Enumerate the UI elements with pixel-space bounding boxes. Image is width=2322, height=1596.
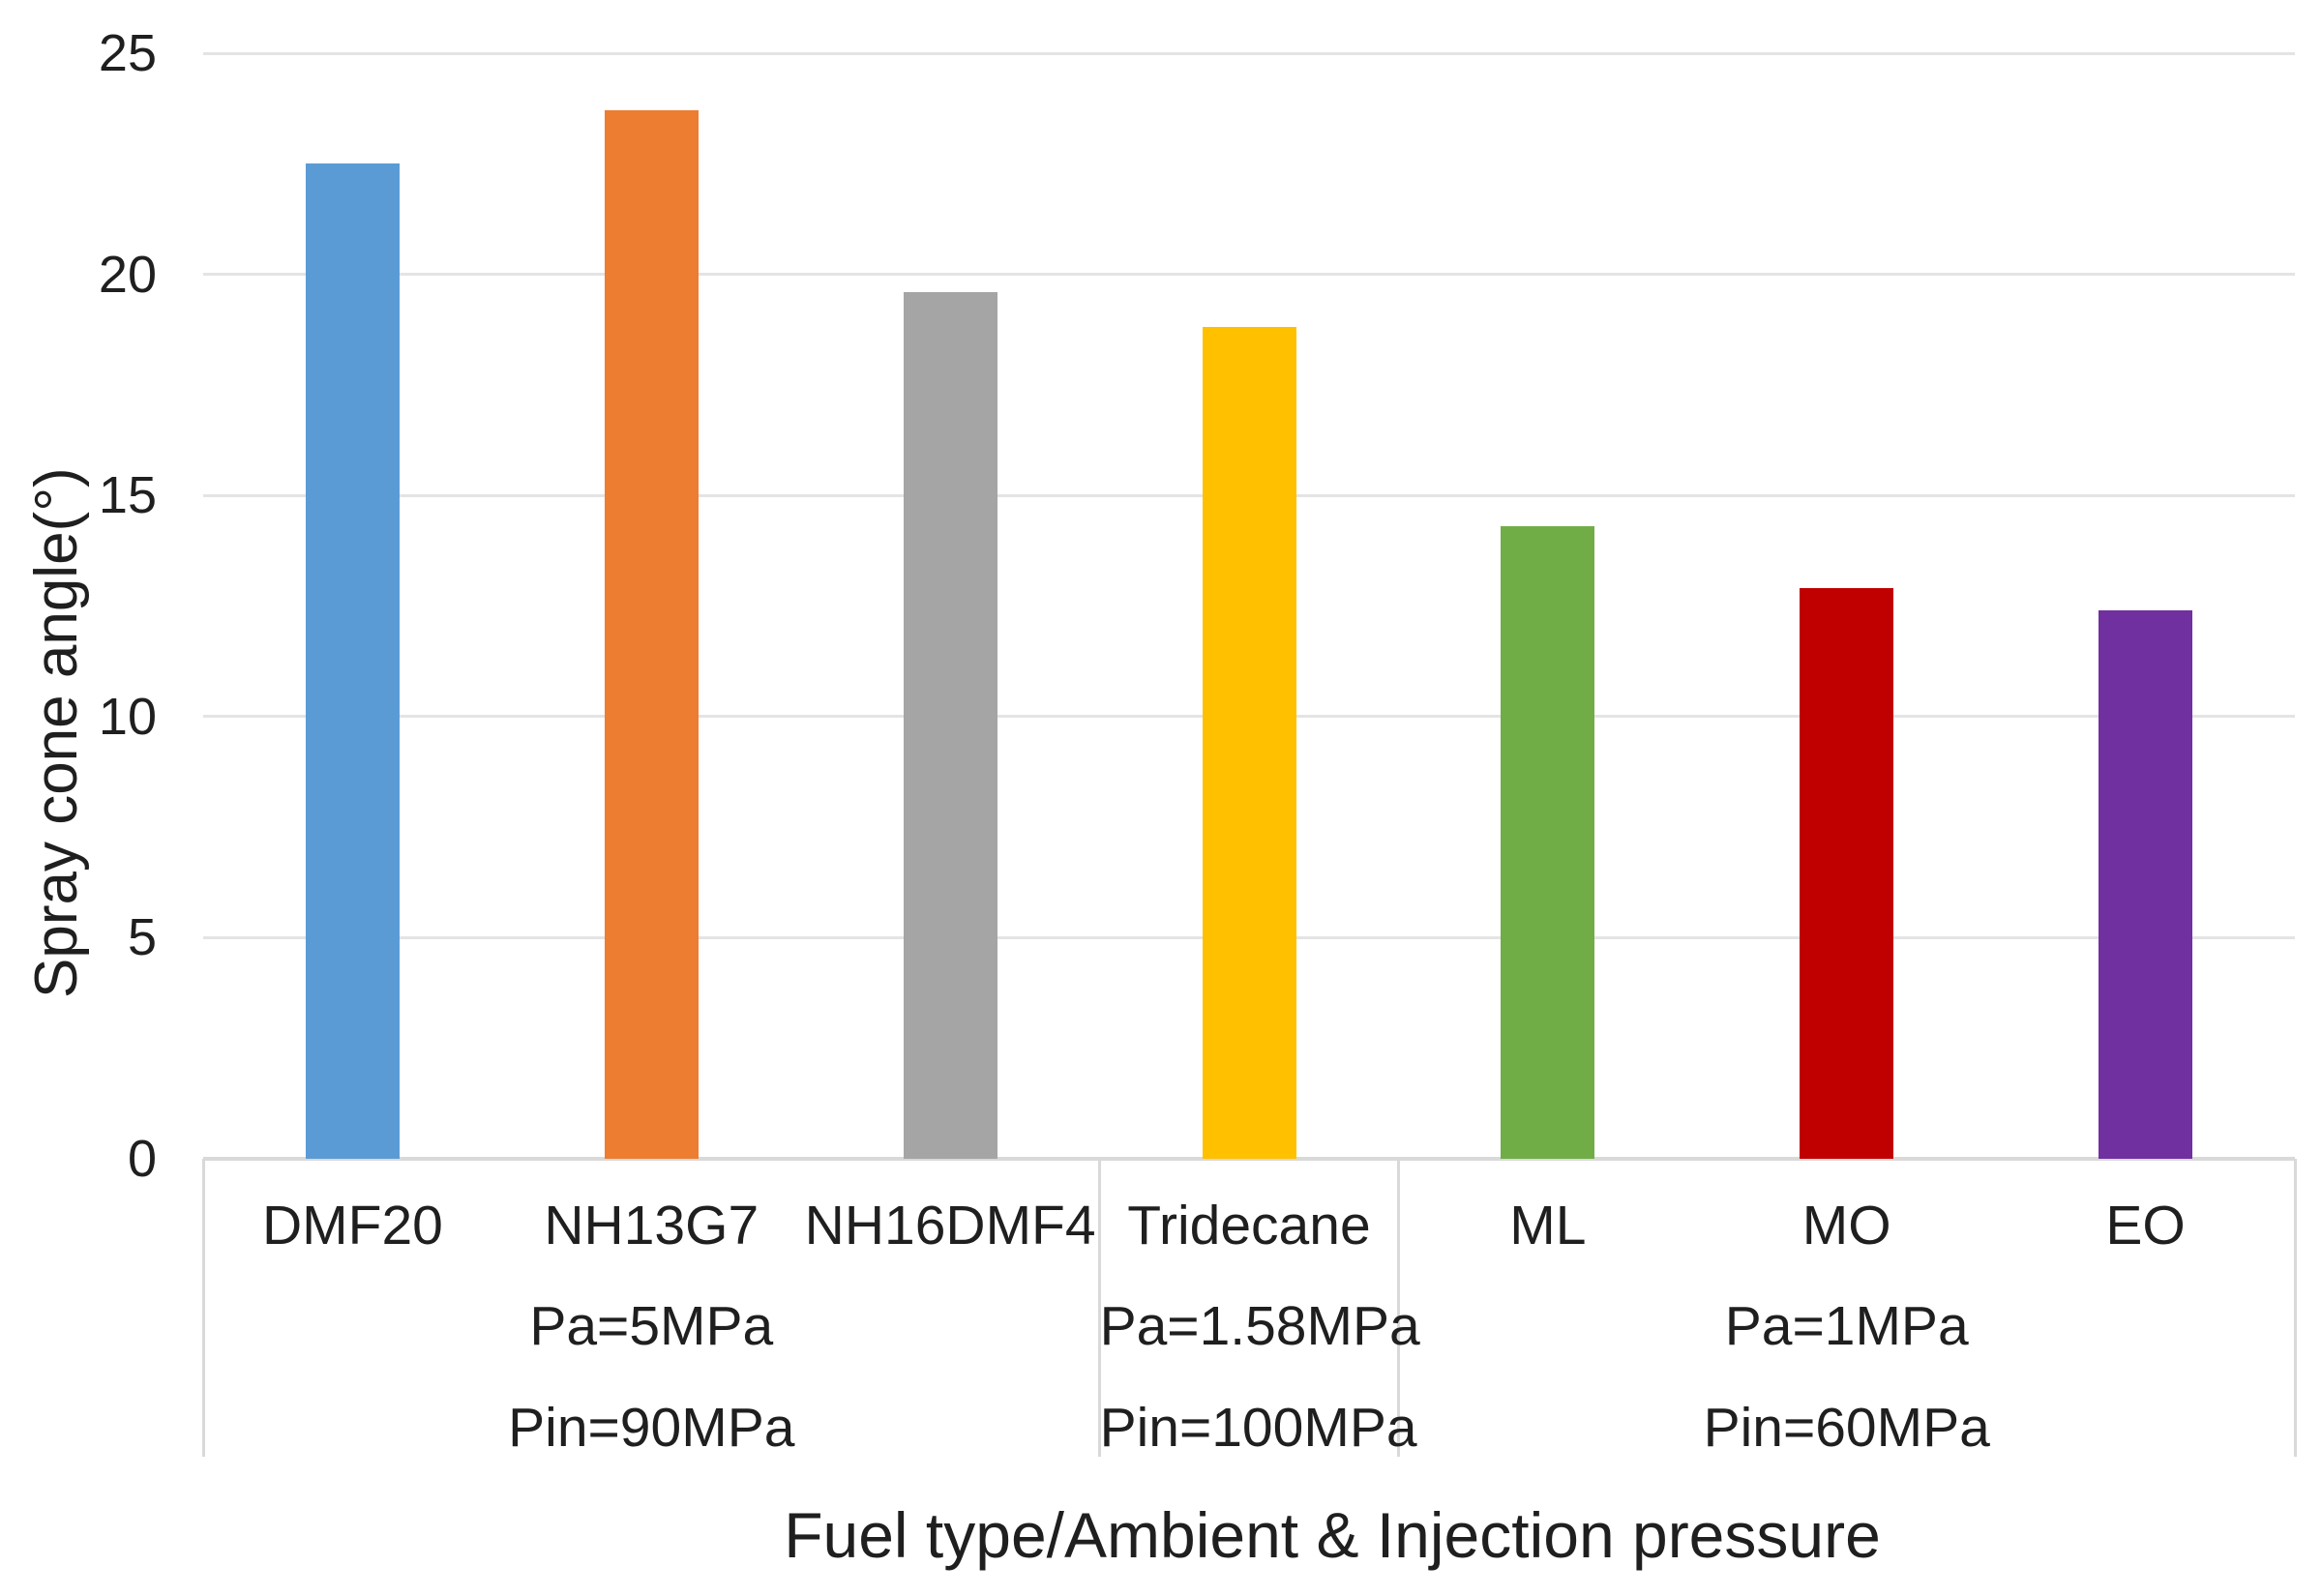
group-2-pin-label: Pin=100MPa	[1099, 1397, 1417, 1459]
category-label-tridecane: Tridecane	[1127, 1195, 1371, 1256]
group-divider	[1098, 1159, 1102, 1457]
bar-mo	[1800, 588, 1894, 1159]
y-axis-title: Spray cone angle(°)	[23, 467, 90, 998]
bar-nh13g7	[604, 110, 699, 1159]
category-label-nh16dmf4: NH16DMF4	[804, 1195, 1096, 1256]
category-label-eo: EO	[2105, 1195, 2186, 1256]
x-axis-title: Fuel type/Ambient & Injection pressure	[784, 1499, 1881, 1571]
bar-nh16dmf4	[903, 291, 997, 1159]
bar-dmf20	[305, 163, 400, 1159]
table-border-left	[201, 1159, 205, 1457]
category-label-mo: MO	[1801, 1195, 1891, 1256]
y-tick-15: 15	[98, 466, 157, 525]
category-label-ml: ML	[1509, 1195, 1587, 1256]
y-tick-10: 10	[98, 687, 157, 746]
group-2-pa-label: Pa=1.58MPa	[1099, 1295, 1420, 1357]
group-1-pin-label: Pin=90MPa	[508, 1397, 795, 1459]
group-1-pa-label: Pa=5MPa	[529, 1295, 774, 1357]
category-label-dmf20: DMF20	[261, 1195, 443, 1256]
group-3-pin-label: Pin=60MPa	[1703, 1397, 1990, 1459]
table-border-right	[2293, 1159, 2297, 1457]
group-divider	[1396, 1159, 1400, 1457]
gridline-y20	[203, 273, 2295, 277]
y-tick-20: 20	[98, 245, 157, 304]
x-axis-line	[203, 1157, 2295, 1161]
bar-ml	[1501, 526, 1595, 1159]
bar-eo	[2099, 610, 2193, 1159]
category-label-nh13g7: NH13G7	[544, 1195, 759, 1256]
gridline-y25	[203, 51, 2295, 55]
y-tick-25: 25	[98, 24, 157, 82]
y-tick-0: 0	[127, 1130, 157, 1188]
y-tick-5: 5	[127, 908, 157, 967]
group-3-pa-label: Pa=1MPa	[1724, 1295, 1969, 1357]
bar-tridecane	[1202, 327, 1296, 1159]
